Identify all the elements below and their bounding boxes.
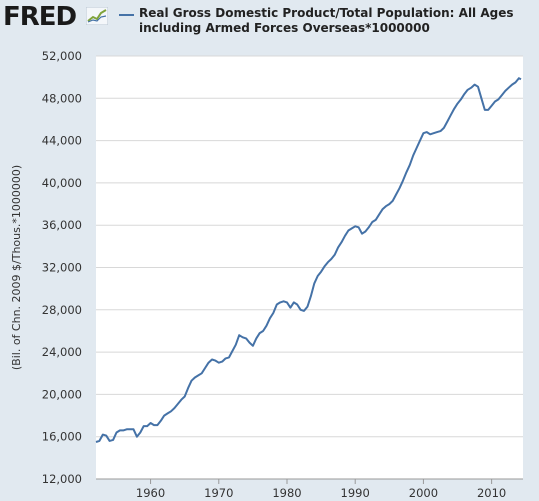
y-tick-label: 12,000: [42, 472, 82, 486]
legend-line-1: Real Gross Domestic Product/Total Popula…: [139, 6, 514, 20]
y-tick-label: 20,000: [42, 387, 82, 401]
y-tick-label: 32,000: [42, 261, 82, 275]
x-tick-label: 2000: [409, 486, 438, 500]
x-tick-label: 1970: [204, 486, 233, 500]
line-chart-icon: [86, 7, 108, 25]
legend-swatch: [119, 14, 134, 16]
x-tick-label: 1990: [341, 486, 370, 500]
y-tick-label: 28,000: [42, 303, 82, 317]
y-axis-title: (Bil. of Chn. 2009 $/Thous.*1000000): [10, 165, 23, 370]
legend-line-2: including Armed Forces Overseas*1000000: [139, 21, 430, 35]
series-line: [95, 77, 522, 443]
x-tick-label: 2010: [477, 486, 506, 500]
y-tick-label: 16,000: [42, 430, 82, 444]
chart-header: FRED Real Gross Domestic Product/Total P…: [0, 0, 539, 48]
y-tick-label: 40,000: [42, 176, 82, 190]
legend-label: Real Gross Domestic Product/Total Popula…: [139, 6, 539, 36]
x-tick-label: 1980: [272, 486, 301, 500]
y-tick-label: 36,000: [42, 218, 82, 232]
y-tick-label: 52,000: [42, 49, 82, 63]
x-tick-label: 1960: [136, 486, 165, 500]
y-tick-label: 24,000: [42, 345, 82, 359]
y-tick-label: 44,000: [42, 134, 82, 148]
fred-logo[interactable]: FRED: [3, 2, 77, 32]
y-tick-label: 48,000: [42, 91, 82, 105]
